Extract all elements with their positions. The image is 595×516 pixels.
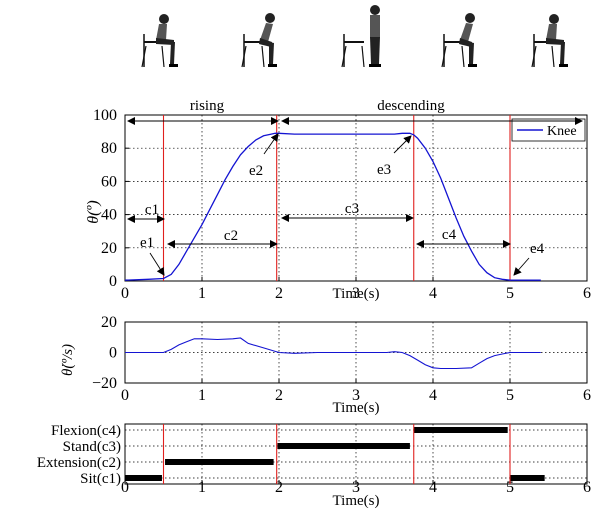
knee-angle-series-line <box>124 132 541 281</box>
velocity-chart-y-tick-label: −20 <box>92 375 117 392</box>
angle-chart-y-ticks: 0 20 40 60 80 100 <box>93 107 129 290</box>
state-chart-x-tick-label: 6 <box>583 479 591 496</box>
state-chart-x-tick-label: 4 <box>429 479 437 496</box>
angle-chart-x-tick-label: 4 <box>429 285 437 302</box>
state-chart-y-tick-label: Sit(c1) <box>80 471 121 487</box>
angle-chart-x-ticks: 0 1 2 3 4 5 6 <box>121 277 591 302</box>
state-chart-y-tick-label: Extension(c2) <box>37 455 121 471</box>
angle-chart-y-tick-label: 80 <box>101 140 117 157</box>
c1-annotation: c1 <box>127 202 165 223</box>
state-chart: Sit(c1)Extension(c2)Stand(c3)Flexion(c4)… <box>37 423 591 509</box>
velocity-chart-x-tick-label: 3 <box>352 387 360 404</box>
state-chart-x-label: Time(s) <box>333 493 380 509</box>
angle-chart-y-tick-label: 60 <box>101 173 117 190</box>
angle-chart-x-tick-label: 1 <box>198 285 206 302</box>
state-chart-x-ticks: 0 1 2 3 4 5 6 <box>121 479 591 496</box>
knee-velocity-series-line <box>125 337 541 370</box>
velocity-chart-y-tick-label: 0 <box>109 345 117 362</box>
angle-chart-y-tick-label: 0 <box>109 273 117 290</box>
state-chart-y-tick-label: Stand(c3) <box>63 439 121 455</box>
e2-annotation: e2 <box>249 133 279 179</box>
state-chart-y-ticks: Sit(c1)Extension(c2)Stand(c3)Flexion(c4) <box>37 423 121 487</box>
state-segment <box>510 475 545 481</box>
c1-label: c1 <box>145 202 159 218</box>
state-segment <box>125 475 162 481</box>
angle-chart-x-tick-label: 5 <box>506 285 514 302</box>
velocity-chart-x-tick-label: 0 <box>121 387 129 404</box>
rising-label: rising <box>190 98 225 114</box>
angle-chart-y-tick-label: 20 <box>101 240 117 257</box>
angle-chart-x-tick-label: 6 <box>583 285 591 302</box>
rising-region-annotation: rising <box>127 98 279 125</box>
state-chart-x-tick-label: 0 <box>121 479 129 496</box>
e4-label: e4 <box>530 241 545 257</box>
velocity-chart-x-tick-label: 6 <box>583 387 591 404</box>
e1-annotation: e1 <box>140 235 165 276</box>
angle-chart-y-label: θ(º) <box>85 200 102 223</box>
state-chart-segments <box>125 427 545 481</box>
angle-chart-x-tick-label: 0 <box>121 285 129 302</box>
state-segment <box>277 443 410 449</box>
descending-person-icon <box>441 13 477 68</box>
c2-annotation: c2 <box>167 228 278 248</box>
angle-chart: 0 20 40 60 80 100 0 1 2 3 4 5 6 θ(º) Time(s) Knee r… <box>85 98 591 302</box>
velocity-chart-x-tick-label: 2 <box>275 387 283 404</box>
sitting-person-icon <box>531 14 568 68</box>
angle-chart-legend: Knee <box>511 118 586 142</box>
e3-annotation: e3 <box>377 135 412 178</box>
state-chart-x-tick-label: 2 <box>275 479 283 496</box>
sitting-person-icon <box>141 14 178 68</box>
c3-annotation: c3 <box>281 201 414 222</box>
state-chart-y-tick-label: Flexion(c4) <box>51 423 121 439</box>
standing-person-icon <box>341 5 381 68</box>
e2-label: e2 <box>249 163 263 179</box>
state-chart-phase-lines <box>162 424 511 484</box>
e4-annotation: e4 <box>513 241 545 276</box>
state-segment <box>165 459 274 465</box>
angle-chart-y-tick-label: 40 <box>101 207 117 224</box>
state-segment <box>413 427 508 433</box>
c3-label: c3 <box>345 201 359 217</box>
velocity-chart-x-tick-label: 1 <box>198 387 206 404</box>
legend-label-knee: Knee <box>547 124 577 139</box>
angle-chart-y-tick-label: 100 <box>93 107 117 124</box>
rising-person-icon <box>241 13 277 68</box>
descending-region-annotation: descending <box>281 98 583 125</box>
velocity-chart-x-tick-label: 4 <box>429 387 437 404</box>
velocity-chart-x-tick-label: 5 <box>506 387 514 404</box>
person-icons-row <box>141 5 568 68</box>
angle-chart-phase-lines <box>162 115 511 281</box>
angle-chart-x-label: Time(s) <box>333 286 380 302</box>
c4-label: c4 <box>442 227 457 243</box>
state-chart-x-tick-label: 3 <box>352 479 360 496</box>
e3-label: e3 <box>377 162 391 178</box>
state-chart-x-tick-label: 5 <box>506 479 514 496</box>
state-chart-x-tick-label: 1 <box>198 479 206 496</box>
velocity-chart-x-label: Time(s) <box>333 400 380 416</box>
descending-label: descending <box>377 98 445 114</box>
velocity-chart-y-label: θ̇(º/s) <box>60 344 76 376</box>
c2-label: c2 <box>224 228 238 244</box>
c4-annotation: c4 <box>416 227 511 248</box>
velocity-chart-x-ticks: 0 1 2 3 4 5 6 <box>121 379 591 404</box>
angle-chart-x-tick-label: 3 <box>352 285 360 302</box>
angle-chart-x-tick-label: 2 <box>275 285 283 302</box>
e1-label: e1 <box>140 235 154 251</box>
velocity-chart-y-ticks: −20 0 20 <box>92 314 129 392</box>
velocity-chart-y-tick-label: 20 <box>101 314 117 331</box>
